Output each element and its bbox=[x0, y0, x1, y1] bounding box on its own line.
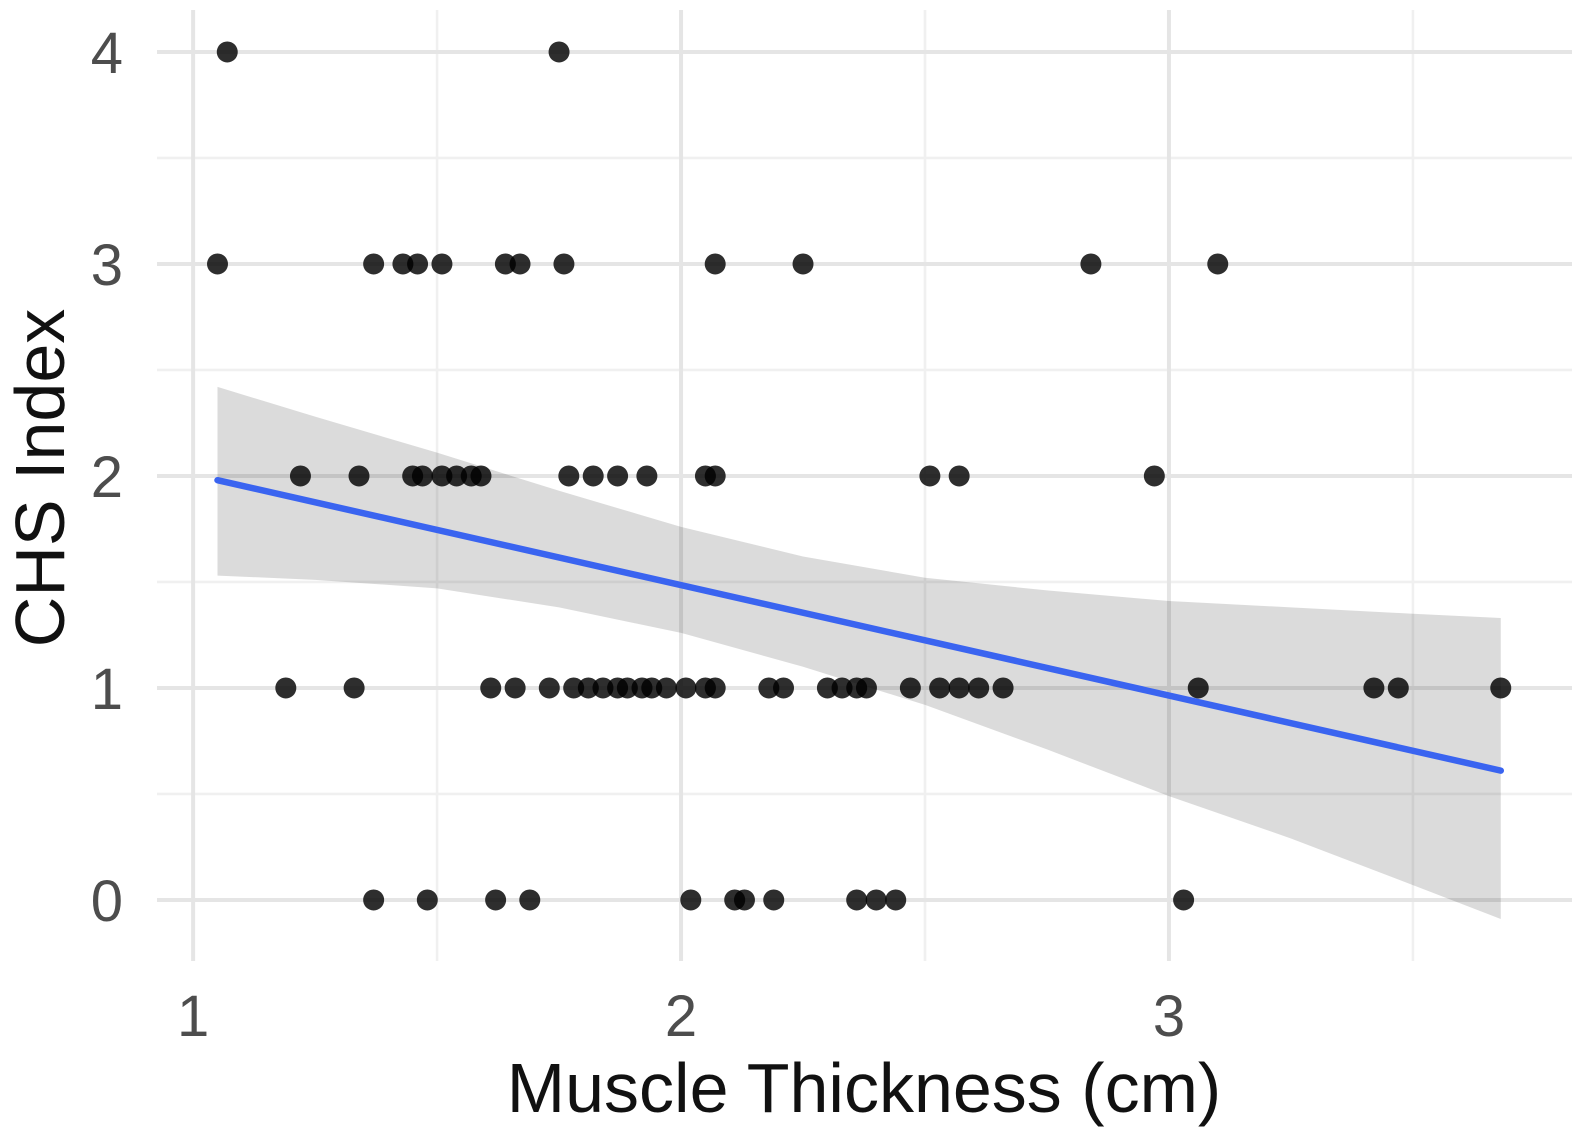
data-point bbox=[855, 677, 877, 699]
data-point bbox=[792, 253, 814, 275]
x-tick-label: 3 bbox=[1153, 984, 1185, 1049]
data-point bbox=[519, 889, 541, 911]
data-point bbox=[1387, 677, 1409, 699]
data-point bbox=[504, 677, 526, 699]
data-point bbox=[1187, 677, 1209, 699]
data-point bbox=[407, 253, 429, 275]
data-point bbox=[704, 465, 726, 487]
data-point bbox=[348, 465, 370, 487]
data-point bbox=[480, 677, 502, 699]
data-point bbox=[548, 41, 570, 63]
data-point bbox=[616, 677, 638, 699]
x-axis-title: Muscle Thickness (cm) bbox=[507, 1049, 1221, 1127]
data-point bbox=[885, 889, 907, 911]
data-point bbox=[968, 677, 990, 699]
data-point bbox=[846, 889, 868, 911]
data-point bbox=[899, 677, 921, 699]
data-point bbox=[343, 677, 365, 699]
confidence-band-area bbox=[217, 386, 1501, 920]
data-point bbox=[929, 677, 951, 699]
data-point bbox=[831, 677, 853, 699]
data-point bbox=[431, 253, 453, 275]
x-tick-label: 2 bbox=[665, 984, 697, 1049]
data-point bbox=[733, 889, 755, 911]
x-axis-tick-labels: 1 2 3 bbox=[177, 984, 1185, 1049]
data-point bbox=[592, 677, 614, 699]
data-point bbox=[494, 253, 516, 275]
regression-line-segment bbox=[214, 476, 1505, 774]
data-point bbox=[582, 465, 604, 487]
data-point bbox=[680, 889, 702, 911]
data-point bbox=[704, 253, 726, 275]
data-point bbox=[446, 465, 468, 487]
data-point bbox=[416, 889, 438, 911]
data-point bbox=[563, 677, 585, 699]
y-tick-label: 1 bbox=[91, 657, 123, 722]
data-point bbox=[607, 465, 629, 487]
data-point bbox=[1173, 889, 1195, 911]
data-point bbox=[992, 677, 1014, 699]
data-point bbox=[485, 889, 507, 911]
y-axis-tick-labels: 0 1 2 3 4 bbox=[91, 21, 123, 934]
data-points bbox=[207, 41, 1512, 911]
data-point bbox=[636, 465, 658, 487]
grid-minor-lines bbox=[157, 10, 1572, 961]
data-point bbox=[509, 253, 531, 275]
data-point bbox=[289, 465, 311, 487]
data-point bbox=[1490, 677, 1512, 699]
y-tick-label: 4 bbox=[91, 21, 123, 86]
data-point bbox=[207, 253, 229, 275]
y-tick-label: 3 bbox=[91, 233, 123, 298]
data-point bbox=[675, 677, 697, 699]
data-point bbox=[948, 677, 970, 699]
data-point bbox=[411, 465, 433, 487]
data-point bbox=[1080, 253, 1102, 275]
confidence-band bbox=[217, 386, 1501, 920]
data-point bbox=[865, 889, 887, 911]
data-point bbox=[275, 677, 297, 699]
data-point bbox=[1143, 465, 1165, 487]
data-point bbox=[948, 465, 970, 487]
data-point bbox=[919, 465, 941, 487]
data-point bbox=[763, 889, 785, 911]
data-point bbox=[655, 677, 677, 699]
data-point bbox=[704, 677, 726, 699]
regression-line bbox=[214, 476, 1505, 774]
data-point bbox=[773, 677, 795, 699]
data-point bbox=[553, 253, 575, 275]
data-point bbox=[431, 465, 453, 487]
data-point bbox=[641, 677, 663, 699]
y-tick-label: 2 bbox=[91, 445, 123, 510]
data-point bbox=[1207, 253, 1229, 275]
y-tick-label: 0 bbox=[91, 869, 123, 934]
data-point bbox=[392, 253, 414, 275]
data-point bbox=[758, 677, 780, 699]
data-point bbox=[363, 253, 385, 275]
data-point bbox=[1363, 677, 1385, 699]
data-point bbox=[558, 465, 580, 487]
data-point bbox=[538, 677, 560, 699]
data-point bbox=[577, 677, 599, 699]
data-point bbox=[363, 889, 385, 911]
data-point bbox=[816, 677, 838, 699]
data-point bbox=[470, 465, 492, 487]
data-point bbox=[216, 41, 238, 63]
x-tick-label: 1 bbox=[177, 984, 209, 1049]
y-axis-title: CHS Index bbox=[1, 309, 79, 647]
